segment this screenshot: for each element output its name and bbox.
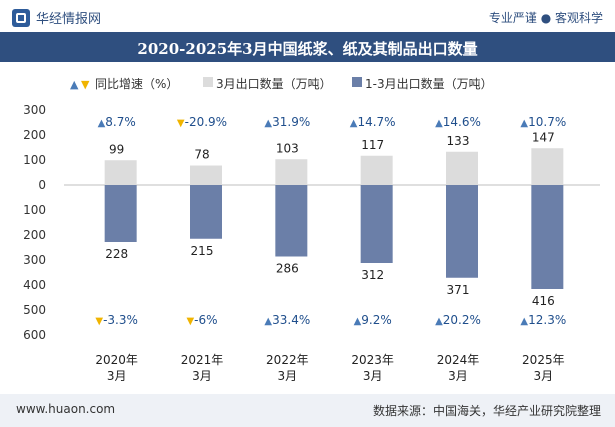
cumulative-bar — [446, 185, 478, 278]
y-tick-label: 300 — [23, 103, 46, 117]
x-tick-label: 2020年 3月 — [95, 353, 138, 383]
march-bar — [104, 160, 137, 185]
legend-cumulative-swatch — [352, 77, 362, 87]
logo-icon — [12, 8, 30, 27]
x-tick-label: 2021年 3月 — [181, 353, 224, 383]
up-arrow-icon: ▲ — [350, 118, 358, 129]
top-bar: 华经情报网 专业严谨 ● 客观科学 — [0, 0, 615, 32]
cumulative-growth-label: ▲33.4% — [264, 313, 310, 327]
march-value-label: 103 — [276, 141, 299, 155]
tagline: 专业严谨 ● 客观科学 — [488, 11, 603, 25]
up-arrow-icon: ▲ — [435, 316, 443, 327]
march-growth-label: ▲14.6% — [435, 115, 481, 129]
y-tick-label: 600 — [23, 328, 46, 342]
march-value-label: 133 — [447, 134, 470, 148]
cumulative-growth-label: ▲12.3% — [520, 313, 566, 327]
cumulative-bar — [190, 185, 222, 239]
y-tick-label: 200 — [23, 128, 46, 142]
march-growth-label: ▼-20.9% — [177, 115, 227, 129]
y-tick-label: 200 — [23, 228, 46, 242]
data-source: 数据来源：中国海关，华经产业研究院整理 — [372, 404, 601, 418]
cumulative-value-label: 312 — [361, 268, 384, 282]
legend-down-arrow-icon: ▼ — [81, 78, 90, 91]
march-bar — [190, 165, 222, 185]
y-tick-label: 400 — [23, 278, 46, 292]
cumulative-growth-label: ▲9.2% — [354, 313, 392, 327]
cumulative-value-label: 215 — [191, 244, 214, 258]
x-tick-label: 2025年 3月 — [522, 353, 565, 383]
data-labels: 99228▲8.7%▼-3.3%78215▼-20.9%▼-6%103286▲3… — [95, 115, 566, 327]
legend-up-arrow-icon: ▲ — [70, 78, 79, 91]
march-bar — [275, 159, 308, 185]
up-arrow-icon: ▲ — [520, 316, 528, 327]
bar-chart: ▲ ▼ 同比增速（%） 3月出口数量（万吨） 1-3月出口数量（万吨） 30020010… — [23, 76, 600, 383]
cumulative-value-label: 416 — [532, 294, 555, 308]
y-axis: 300 200 100 0 100 200 300 400 500 600 — [23, 103, 600, 342]
march-value-label: 147 — [532, 130, 555, 144]
cumulative-value-label: 228 — [105, 247, 128, 261]
up-arrow-icon: ▲ — [354, 316, 362, 327]
march-value-label: 78 — [194, 148, 209, 162]
y-tick-label: 300 — [23, 253, 46, 267]
footer: www.huaon.com 数据来源：中国海关，华经产业研究院整理 — [0, 394, 615, 427]
up-arrow-icon: ▲ — [264, 118, 272, 129]
x-axis-labels: 2020年 3月 2021年 3月 2022年 3月 2023年 3月 2024年 3月 2025年… — [95, 353, 564, 383]
march-bar — [531, 148, 564, 185]
march-growth-label: ▲14.7% — [350, 115, 396, 129]
cumulative-bar — [531, 185, 564, 289]
cumulative-bar — [360, 185, 393, 263]
y-tick-label: 0 — [38, 178, 46, 192]
y-tick-label: 100 — [23, 153, 46, 167]
legend-growth-label: 同比增速（%） — [95, 77, 178, 91]
march-growth-label: ▲31.9% — [264, 115, 310, 129]
y-tick-label: 100 — [23, 203, 46, 217]
march-bar — [446, 151, 478, 185]
down-arrow-icon: ▼ — [177, 118, 185, 129]
march-bar — [360, 155, 393, 185]
march-value-label: 99 — [109, 142, 124, 156]
website-link[interactable]: www.huaon.com — [16, 402, 116, 416]
up-arrow-icon: ▲ — [520, 118, 528, 129]
up-arrow-icon: ▲ — [98, 118, 106, 129]
cumulative-value-label: 371 — [447, 283, 470, 297]
brand: 华经情报网 — [12, 8, 101, 27]
cumulative-bar — [104, 185, 137, 242]
legend-march-swatch — [203, 77, 213, 87]
march-growth-label: ▲10.7% — [520, 115, 566, 129]
x-tick-label: 2024年 3月 — [437, 353, 480, 383]
up-arrow-icon: ▲ — [264, 316, 272, 327]
up-arrow-icon: ▲ — [435, 118, 443, 129]
title-bar: 2020-2025年3月中国纸浆、纸及其制品出口数量 — [0, 32, 615, 62]
y-tick-label: 500 — [23, 303, 46, 317]
march-growth-label: ▲8.7% — [98, 115, 136, 129]
bars — [104, 148, 564, 289]
brand-name: 华经情报网 — [36, 12, 102, 27]
cumulative-growth-label: ▼-6% — [186, 313, 217, 327]
x-tick-label: 2022年 3月 — [266, 353, 309, 383]
legend-march-label: 3月出口数量（万吨） — [216, 76, 332, 91]
legend-cumulative-label: 1-3月出口数量（万吨） — [365, 76, 493, 91]
x-tick-label: 2023年 3月 — [351, 353, 394, 383]
cumulative-growth-label: ▲20.2% — [435, 313, 481, 327]
legend: ▲ ▼ 同比增速（%） 3月出口数量（万吨） 1-3月出口数量（万吨） — [70, 76, 493, 91]
down-arrow-icon: ▼ — [186, 316, 194, 327]
cumulative-value-label: 286 — [276, 262, 299, 276]
down-arrow-icon: ▼ — [95, 316, 103, 327]
cumulative-bar — [275, 185, 308, 257]
cumulative-growth-label: ▼-3.3% — [95, 313, 138, 327]
chart-title: 2020-2025年3月中国纸浆、纸及其制品出口数量 — [137, 40, 478, 58]
march-value-label: 117 — [361, 138, 384, 152]
